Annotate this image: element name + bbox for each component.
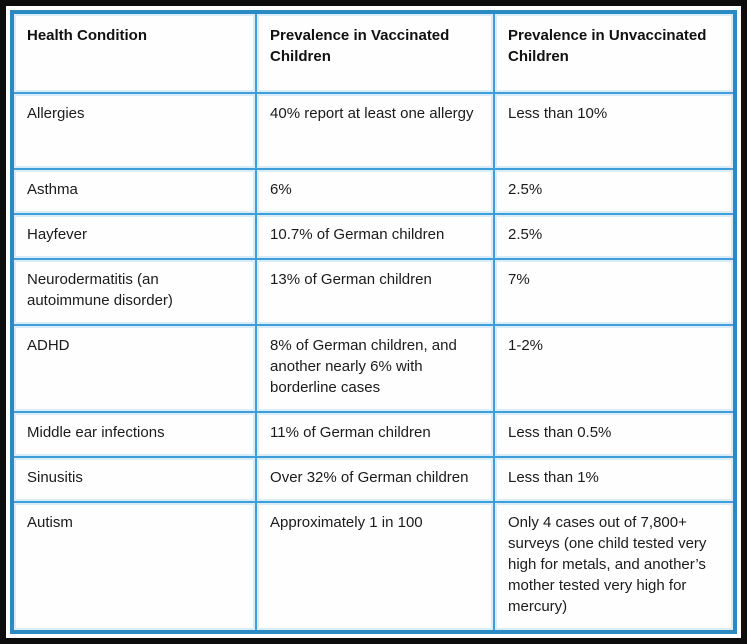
vaccinated-cell: Over 32% of German children bbox=[255, 456, 495, 503]
condition-cell: Middle ear infections bbox=[10, 411, 258, 458]
table-row-adhd: ADHD 8% of German children, and another … bbox=[10, 324, 737, 413]
unvaccinated-cell: Less than 10% bbox=[492, 92, 737, 170]
column-header-vaccinated: Prevalence in Vaccinated Children bbox=[255, 11, 495, 94]
unvaccinated-cell: 1-2% bbox=[492, 324, 737, 413]
condition-cell: Autism bbox=[10, 501, 258, 633]
vaccinated-cell: Approximately 1 in 100 bbox=[255, 501, 495, 633]
condition-cell: Asthma bbox=[10, 168, 258, 215]
condition-cell: Hayfever bbox=[10, 213, 258, 260]
column-header-health-condition: Health Condition bbox=[10, 11, 258, 94]
table-row-autism: Autism Approximately 1 in 100 Only 4 cas… bbox=[10, 501, 737, 633]
vaccinated-cell: 8% of German children, and another nearl… bbox=[255, 324, 495, 413]
condition-cell: Sinusitis bbox=[10, 456, 258, 503]
condition-cell: Allergies bbox=[10, 92, 258, 170]
table-row-asthma: Asthma 6% 2.5% bbox=[10, 168, 737, 215]
table-row-allergies: Allergies 40% report at least one allerg… bbox=[10, 92, 737, 170]
condition-cell: ADHD bbox=[10, 324, 258, 413]
unvaccinated-cell: Less than 1% bbox=[492, 456, 737, 503]
unvaccinated-cell: Less than 0.5% bbox=[492, 411, 737, 458]
column-header-unvaccinated: Prevalence in Unvaccinated Children bbox=[492, 11, 737, 94]
unvaccinated-cell: 7% bbox=[492, 258, 737, 326]
table-row-neurodermatitis: Neurodermatitis (an autoimmune disorder)… bbox=[10, 258, 737, 326]
vaccinated-cell: 6% bbox=[255, 168, 495, 215]
vaccinated-cell: 40% report at least one allergy bbox=[255, 92, 495, 170]
unvaccinated-cell: 2.5% bbox=[492, 168, 737, 215]
header-row: Health Condition Prevalence in Vaccinate… bbox=[10, 11, 737, 94]
table-row-middle-ear-infections: Middle ear infections 11% of German chil… bbox=[10, 411, 737, 458]
condition-cell: Neurodermatitis (an autoimmune disorder) bbox=[10, 258, 258, 326]
vaccinated-cell: 13% of German children bbox=[255, 258, 495, 326]
unvaccinated-cell: Only 4 cases out of 7,800+ surveys (one … bbox=[492, 501, 737, 633]
table-row-hayfever: Hayfever 10.7% of German children 2.5% bbox=[10, 213, 737, 260]
vaccinated-cell: 11% of German children bbox=[255, 411, 495, 458]
table-row-sinusitis: Sinusitis Over 32% of German children Le… bbox=[10, 456, 737, 503]
health-conditions-table: Health Condition Prevalence in Vaccinate… bbox=[10, 10, 737, 634]
vaccinated-cell: 10.7% of German children bbox=[255, 213, 495, 260]
unvaccinated-cell: 2.5% bbox=[492, 213, 737, 260]
